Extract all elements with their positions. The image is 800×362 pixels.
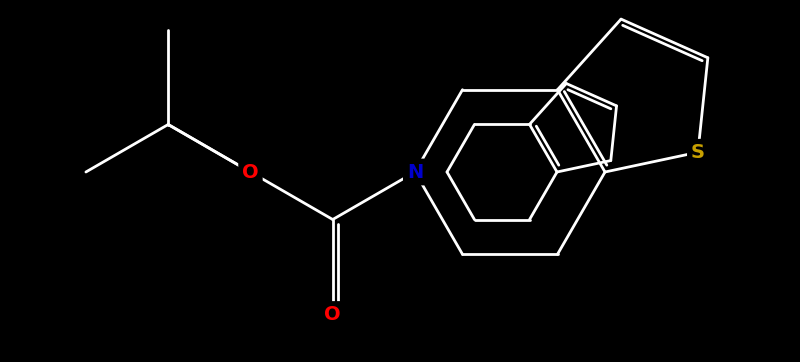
Text: O: O [325, 305, 341, 324]
Text: S: S [691, 143, 705, 162]
Text: N: N [407, 163, 423, 181]
Text: O: O [242, 163, 258, 181]
